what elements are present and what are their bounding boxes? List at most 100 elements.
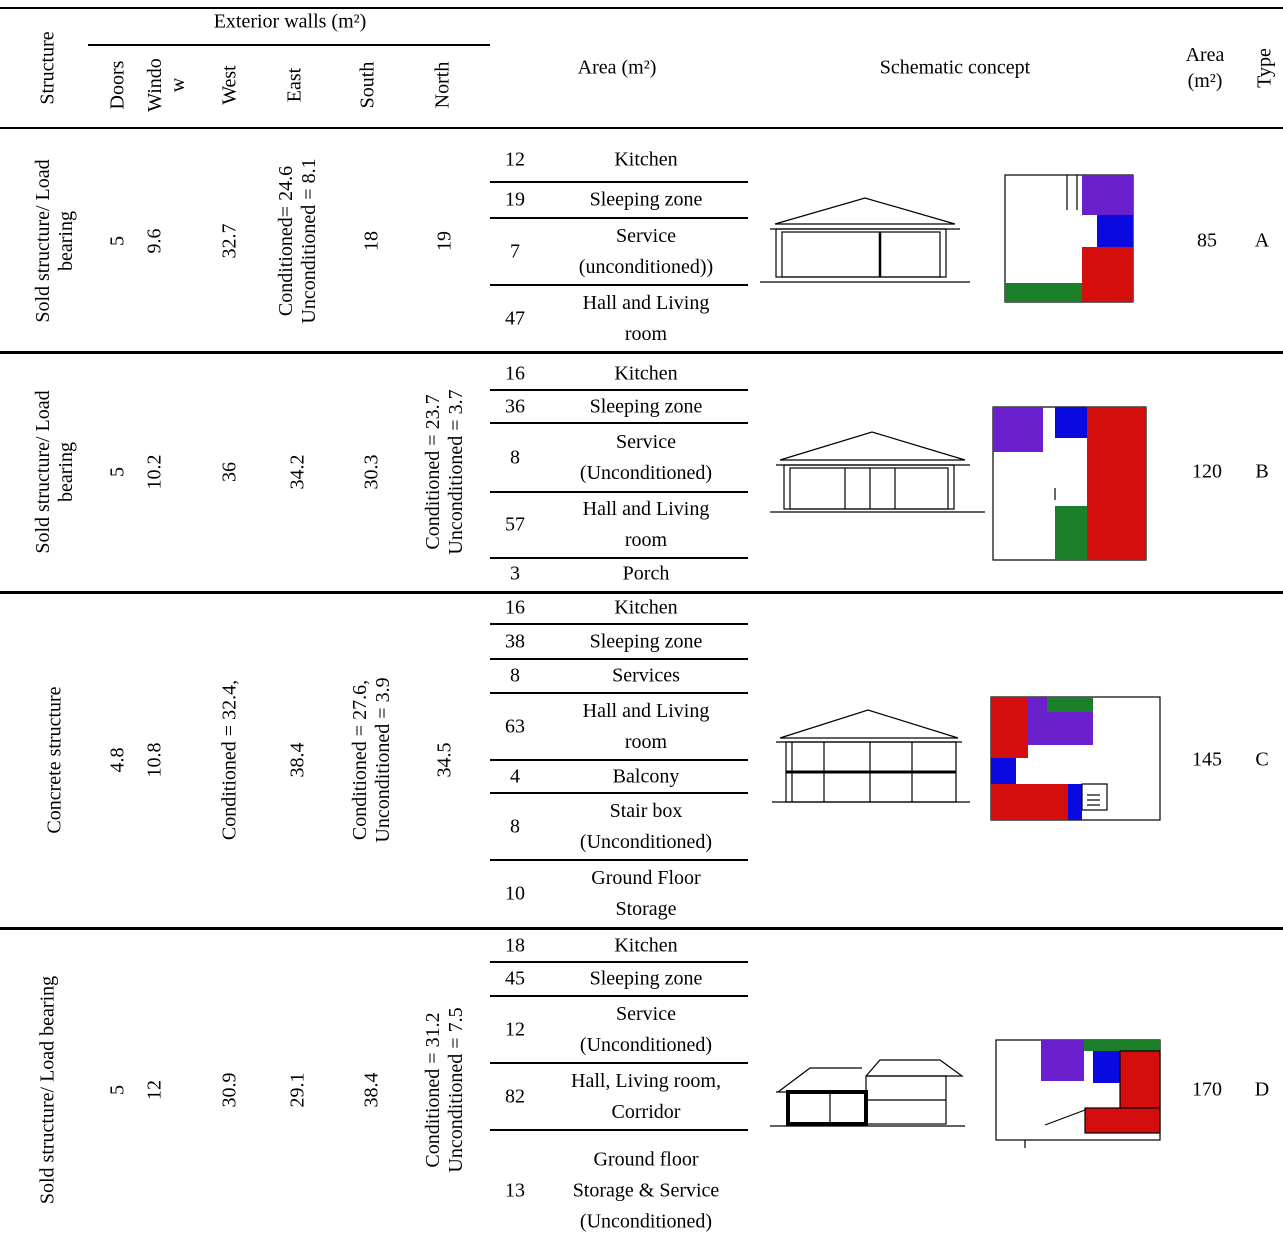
room-name: Hall and Living room <box>582 498 710 551</box>
rule <box>490 859 748 861</box>
room-name: Hall and Living room <box>582 699 710 753</box>
header-schematic: Schematic concept <box>879 56 1031 79</box>
wall-north: Conditioned = 23.7 Unconditioned = 3.7 <box>422 389 467 555</box>
room-area: 16 <box>505 596 525 619</box>
room-name: Porch <box>622 562 670 585</box>
rule <box>490 389 748 391</box>
room-area: 12 <box>505 1018 525 1040</box>
room-area: 47 <box>505 307 525 329</box>
room-name: Stair box (Unconditioned) <box>579 799 713 853</box>
room-name: Service (Unconditioned) <box>579 1002 713 1056</box>
plan-a <box>1004 174 1134 303</box>
room-name: Kitchen <box>614 596 678 619</box>
room-area: 8 <box>510 815 520 837</box>
header-south: South <box>356 61 379 109</box>
rule <box>490 759 748 761</box>
rule <box>490 658 748 660</box>
wall-west: 32.7 <box>218 223 241 258</box>
wall-south: 38.4 <box>360 1072 383 1107</box>
rule <box>490 284 748 286</box>
type: C <box>1255 748 1269 771</box>
room-area: 4 <box>510 765 520 787</box>
header-doors: Doors <box>106 60 129 110</box>
total-area: 120 <box>1192 460 1222 483</box>
rule <box>490 422 748 424</box>
rule <box>0 591 1283 594</box>
wall-west: 36 <box>218 462 241 482</box>
wall-window: 12 <box>143 1079 166 1100</box>
rule <box>0 351 1283 354</box>
room-area: 8 <box>510 664 520 687</box>
rule <box>0 127 1283 129</box>
rule <box>0 927 1283 930</box>
header-area: Area (m²) <box>577 56 657 79</box>
room-area: 16 <box>505 362 525 384</box>
room-area: 3 <box>510 562 520 585</box>
room-name: Sleeping zone <box>589 188 703 211</box>
room-name: Balcony <box>612 765 680 787</box>
wall-window: 10.2 <box>143 454 166 490</box>
structure: Sold structure/ Load bearing <box>32 390 77 554</box>
plan-b <box>992 406 1147 561</box>
rule <box>490 491 748 493</box>
rule <box>490 792 748 794</box>
header-east: East <box>283 67 306 103</box>
plan-c <box>990 696 1161 821</box>
room-name: Service (unconditioned)) <box>578 224 714 278</box>
wall-east: 34.2 <box>286 454 309 490</box>
structure: Sold structure/ Load bearing <box>32 158 77 323</box>
room-name: Hall and Living room <box>582 291 710 345</box>
header-total-area: Area (m²) <box>1185 44 1225 92</box>
rule <box>0 7 1283 9</box>
room-area: 45 <box>505 967 525 990</box>
wall-doors: 4.8 <box>106 747 129 773</box>
wall-south: 30.3 <box>360 454 383 490</box>
header-west: West <box>218 65 241 105</box>
rule <box>490 692 748 694</box>
wall-east: Conditioned= 24.6 Unconditioned = 8.1 <box>275 157 320 324</box>
room-name: Ground floor Storage & Service (Uncondit… <box>572 1148 720 1232</box>
room-area: 63 <box>505 715 525 737</box>
rule <box>490 623 748 625</box>
room-name: Ground Floor Storage <box>591 867 701 920</box>
wall-east: 38.4 <box>286 742 309 778</box>
total-area: 85 <box>1197 229 1217 251</box>
room-name: Kitchen <box>614 148 678 170</box>
elevation-d <box>770 1059 965 1127</box>
wall-west: Conditioned = 32.4, <box>218 679 241 841</box>
wall-window: 10.8 <box>143 742 166 778</box>
type: A <box>1254 229 1270 251</box>
room-name: Service (Unconditioned) <box>579 430 713 484</box>
wall-doors: 5 <box>106 1084 129 1095</box>
elevation-c <box>772 709 970 803</box>
wall-window: 9.6 <box>143 228 166 253</box>
rule <box>490 961 748 963</box>
rule <box>490 181 748 183</box>
room-area: 57 <box>505 513 525 536</box>
total-area: 145 <box>1192 748 1222 771</box>
wall-east: 29.1 <box>286 1072 309 1107</box>
header-type: Type <box>1253 48 1276 88</box>
elevation-b <box>770 431 985 513</box>
room-name: Kitchen <box>614 934 678 957</box>
rule <box>490 1062 748 1064</box>
room-name: Services <box>612 664 680 687</box>
room-name: Sleeping zone <box>589 630 703 652</box>
rule <box>490 557 748 559</box>
room-area: 10 <box>505 882 525 905</box>
room-name: Sleeping zone <box>589 395 703 417</box>
wall-north: 34.5 <box>433 742 456 778</box>
room-area: 18 <box>505 934 525 957</box>
room-area: 36 <box>505 395 525 417</box>
header-exterior-walls: Exterior walls (m²) <box>213 10 367 33</box>
room-area: 13 <box>505 1179 525 1201</box>
rule <box>88 44 490 46</box>
rule <box>490 1129 748 1131</box>
room-name: Kitchen <box>614 362 678 384</box>
plan-d <box>995 1039 1161 1148</box>
room-area: 8 <box>510 446 520 468</box>
wall-doors: 5 <box>106 467 129 477</box>
wall-south: 18 <box>360 230 383 251</box>
type: D <box>1254 1078 1270 1100</box>
